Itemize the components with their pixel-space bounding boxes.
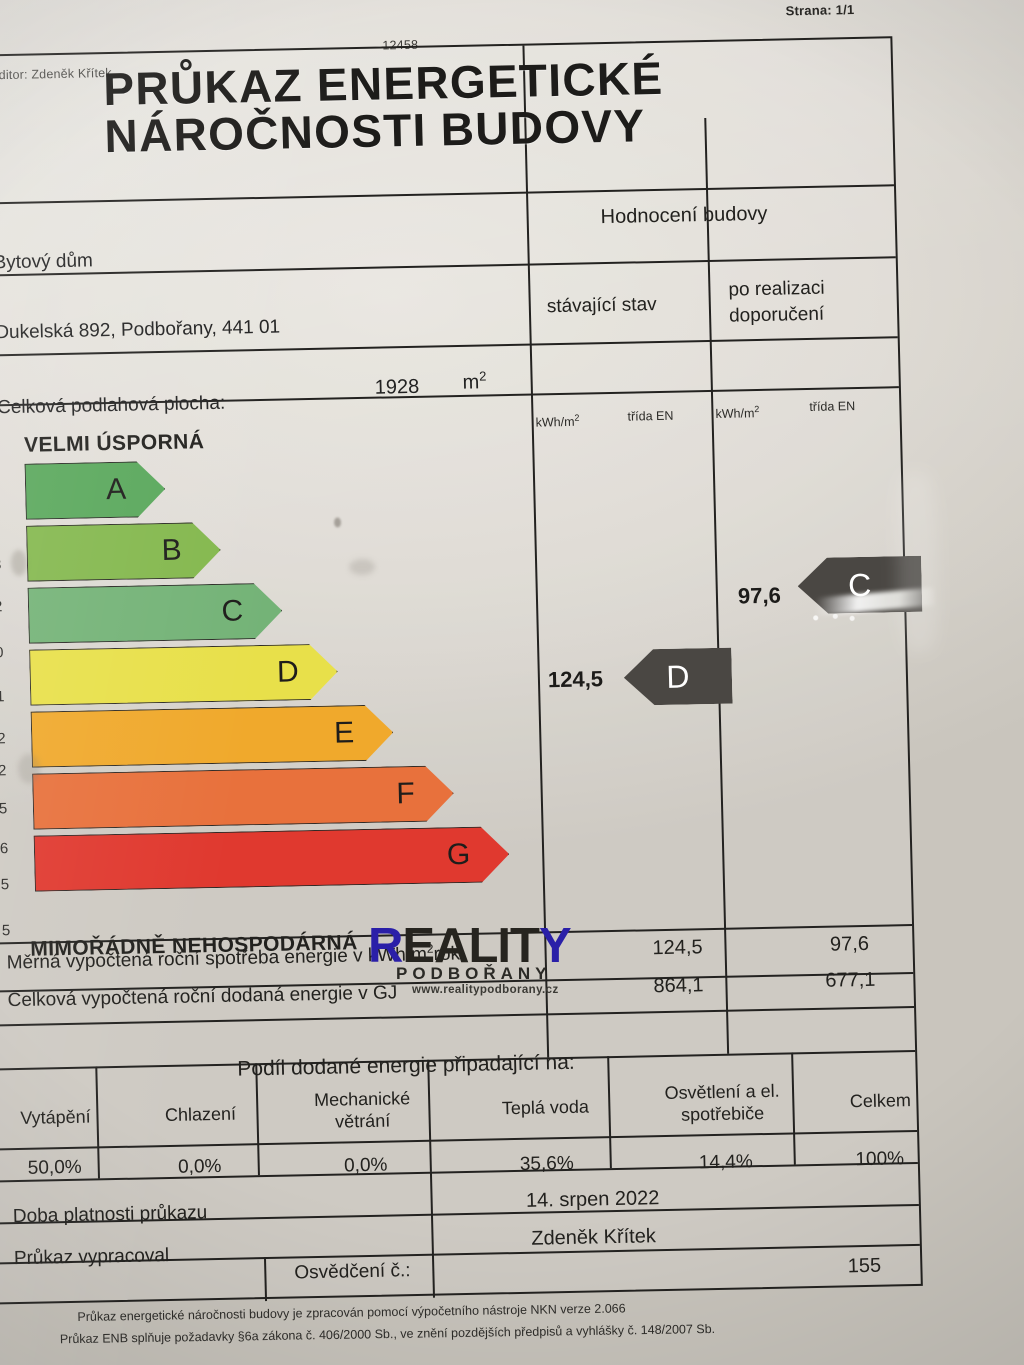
share-head-1: Chlazení [130, 1103, 270, 1127]
energy-class-bar-label: A [105, 472, 127, 507]
share-head-5-l1: Celkem [849, 1090, 912, 1112]
energy-class-bar-b: B [26, 522, 221, 582]
share-head-2: Mechanické větrání [282, 1087, 443, 1133]
share-head-0: Vytápění [0, 1106, 121, 1130]
energy-class-bar-g: G [34, 826, 510, 892]
tick-10: 5 [0, 876, 10, 894]
author-label: Průkaz vypracoval [13, 1244, 170, 1270]
column-header-after-line2: doporučení [728, 303, 825, 327]
energy-class-bar-label: B [161, 533, 183, 567]
tick-3: 2 [0, 598, 3, 616]
evaluation-header: Hodnocení budovy [600, 202, 768, 229]
rule-footer-split [429, 1171, 436, 1298]
rule-type-bottom [0, 256, 896, 278]
certificate-label: Osvědčení č.: [294, 1260, 411, 1284]
row2-after: 677,1 [825, 968, 876, 992]
validity-label: Doba platnosti průkazu [12, 1202, 208, 1228]
energy-class-bar-e: E [31, 704, 394, 767]
energy-class-bar-f: F [32, 765, 454, 829]
rule-col-after-left [704, 117, 730, 1054]
unit-header-after-class: třída EN [809, 399, 856, 414]
rule-share-head-bottom [0, 1129, 918, 1151]
building-type: Bytový dům [0, 250, 94, 274]
share-value-3: 35,6% [519, 1152, 574, 1175]
floor-area-unit: m2 [462, 368, 487, 394]
energy-class-bar-label: D [276, 655, 300, 689]
unit-header-current-kwh: kWh/m2 [535, 412, 580, 430]
energy-class-bar-label: G [446, 837, 471, 872]
share-value-0: 50,0% [27, 1156, 82, 1179]
after-value: 97,6 [737, 582, 782, 609]
share-head-3: Teplá voda [460, 1096, 630, 1121]
share-value-5: 100% [855, 1148, 905, 1171]
unit-header-current-class: třída EN [627, 408, 674, 424]
share-head-1-l1: Chlazení [164, 1103, 237, 1126]
tick-11: 5 [1, 922, 11, 940]
rule-col-current-left [522, 45, 550, 1058]
page-indicator: Strana: 1/1 [785, 1, 855, 19]
share-value-4: 14,4% [698, 1151, 753, 1174]
energy-class-bar-label: E [333, 716, 355, 750]
share-head-2-l2: větrání [334, 1110, 391, 1132]
share-head-4-l2: spotřebiče [680, 1102, 765, 1125]
current-value: 124,5 [547, 666, 604, 693]
column-header-after-line1: po realizaci [728, 277, 825, 301]
share-head-3-l1: Teplá voda [501, 1096, 590, 1119]
share-value-2: 0,0% [343, 1154, 388, 1177]
floor-area-value: 1928 [374, 375, 420, 399]
tick-9: 6 [0, 840, 9, 858]
tick-8: 5 [0, 800, 8, 818]
energy-class-bar-label: F [395, 776, 416, 811]
row2-current: 864,1 [653, 974, 704, 998]
energy-class-bar-label: C [221, 594, 244, 628]
surface-specks [804, 610, 861, 625]
fine-print: Průkaz energetické náročnosti budovy je … [60, 1293, 938, 1350]
column-header-current: stávající stav [546, 294, 657, 318]
column-header-after: po realizaci doporučení [728, 276, 825, 329]
share-head-5: Celkem [820, 1089, 941, 1113]
scale-top-label: VELMI ÚSPORNÁ [23, 430, 205, 457]
rule-certificate-split [263, 1257, 268, 1302]
tick-5: 1 [0, 688, 5, 706]
floor-area-label: Celková podlahová plocha: [0, 392, 226, 419]
unit-header-after-kwh: kWh/m2 [715, 403, 760, 422]
certificate-value: 155 [847, 1254, 882, 1278]
tick-4: 0 [0, 644, 4, 662]
tick-7: 2 [0, 762, 7, 780]
page-title: PRŮKAZ ENERGETICKÉ NÁROČNOSTI BUDOVY [103, 51, 845, 162]
energy-class-bar-d: D [29, 644, 338, 706]
row1-current: 124,5 [652, 936, 703, 960]
share-value-1: 0,0% [177, 1155, 222, 1178]
row1-after: 97,6 [829, 932, 870, 956]
share-head-4: Osvětlení a el. spotřebiče [632, 1080, 813, 1127]
energy-class-bar-c: C [28, 583, 283, 644]
share-head-0-l1: Vytápění [20, 1106, 91, 1128]
tick-6: 2 [0, 730, 6, 748]
